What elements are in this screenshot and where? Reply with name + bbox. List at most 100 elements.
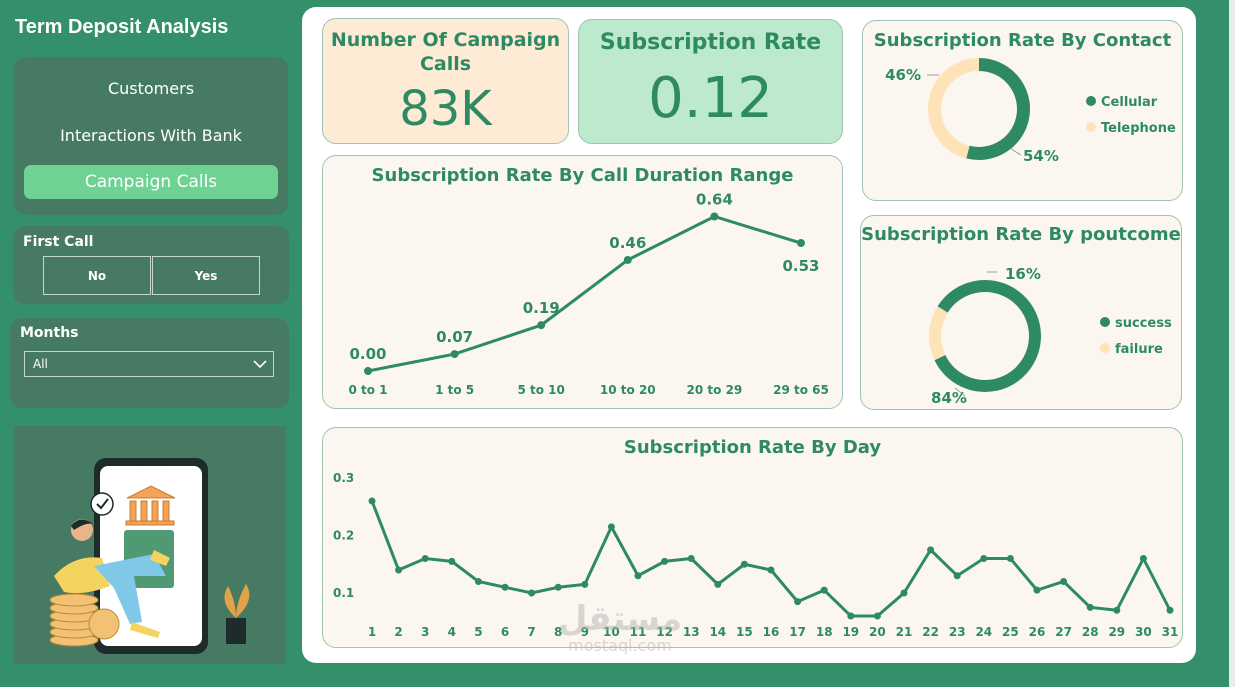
- data-label: 0.00: [349, 345, 386, 363]
- data-point: [794, 598, 802, 606]
- app-title: Term Deposit Analysis: [15, 16, 229, 38]
- data-point: [767, 566, 775, 574]
- months-dropdown[interactable]: All: [24, 351, 274, 377]
- x-tick-label: 9: [581, 625, 589, 639]
- data-point: [740, 560, 748, 568]
- data-point: [687, 555, 695, 562]
- x-tick-label: 3: [421, 625, 429, 639]
- data-point: [634, 572, 642, 580]
- series-line: [367, 214, 802, 373]
- data-point: [1139, 555, 1147, 562]
- months-label: Months: [20, 325, 79, 341]
- bank-app-illustration: [49, 458, 250, 654]
- data-label: 0.46: [609, 234, 646, 252]
- watermark-arabic: مستقل: [557, 599, 683, 639]
- donut-slice-failure: [929, 306, 948, 361]
- months-filter: Months All: [10, 318, 289, 408]
- months-selected: All: [33, 357, 48, 371]
- kpi-rate-label: Subscription Rate: [599, 30, 822, 55]
- data-point: [537, 321, 546, 330]
- x-tick-label: 2: [394, 625, 402, 639]
- data-point: [661, 557, 669, 565]
- x-tick-label: 31: [1162, 625, 1179, 639]
- x-tick-label: 30: [1135, 625, 1152, 639]
- data-point: [395, 566, 403, 574]
- x-tick-label: 26: [1029, 625, 1046, 639]
- x-tick-label: 17: [789, 625, 806, 639]
- x-tick-label: 12: [656, 625, 673, 639]
- legend-marker-failure: [1100, 343, 1110, 353]
- data-label: 0.19: [523, 299, 560, 317]
- data-label-leader: [1010, 148, 1022, 156]
- data-point: [501, 583, 509, 591]
- chart-by-day-title: Subscription Rate By Day: [623, 437, 882, 458]
- kpi-campaign-calls: Number Of Campaign Calls 83K: [322, 18, 569, 144]
- data-point: [1060, 578, 1068, 585]
- legend-label-failure: failure: [1115, 342, 1163, 357]
- x-tick-label: 14: [709, 625, 726, 639]
- x-tick-label: 13: [683, 625, 700, 639]
- x-tick-label: 7: [527, 625, 535, 639]
- first-call-label: First Call: [23, 234, 94, 250]
- chart-by-duration: Subscription Rate By Call Duration Range…: [322, 155, 843, 409]
- legend-label-success: success: [1115, 316, 1172, 331]
- legend-label-cellular: Cellular: [1101, 95, 1158, 110]
- donut-slice-success: [934, 280, 1041, 392]
- x-tick-label: 29: [1108, 625, 1125, 639]
- y-tick-label: 0.3: [333, 471, 354, 485]
- x-tick-label: 1 to 5: [435, 383, 474, 397]
- data-point: [1006, 555, 1014, 562]
- data-point: [474, 578, 482, 585]
- data-point: [607, 523, 615, 531]
- x-tick-label: 8: [554, 625, 562, 639]
- data-point: [554, 583, 562, 591]
- kpi-calls-label-line1: Number Of Campaign: [330, 29, 561, 51]
- x-tick-label: 21: [896, 625, 913, 639]
- x-tick-label: 20: [869, 625, 886, 639]
- x-tick-label: 11: [630, 625, 647, 639]
- x-tick-label: 5: [474, 625, 482, 639]
- data-label: 0.07: [436, 328, 473, 346]
- nav-item-interactions[interactable]: Interactions With Bank: [60, 126, 242, 145]
- nav-item-campaign-calls[interactable]: Campaign Calls: [24, 165, 278, 199]
- x-tick-label: 23: [949, 625, 966, 639]
- x-tick-label: 29 to 65: [773, 383, 829, 397]
- legend-marker-success: [1100, 317, 1110, 327]
- watermark-latin: mostaql.com: [568, 636, 672, 655]
- first-call-no-button[interactable]: No: [43, 256, 151, 295]
- first-call-filter: First Call No Yes: [13, 226, 289, 304]
- chevron-down-icon: [253, 360, 267, 369]
- x-tick-label: 20 to 29: [687, 383, 743, 397]
- y-tick-label: 0.2: [333, 529, 354, 543]
- data-point: [1033, 586, 1041, 594]
- x-tick-label: 1: [368, 625, 376, 639]
- chart-by-day-plot: 0.10.20.31 2 3 4 5 6 7 8 9 10 11 12 13 14 15 16 17 18 19 20…: [333, 471, 1179, 639]
- data-label-success: 84%: [931, 389, 967, 407]
- chart-by-contact: Subscription Rate By Contact 54% 46% Cellu…: [862, 20, 1183, 201]
- data-point: [820, 586, 828, 594]
- nav-item-customers[interactable]: Customers: [107, 79, 195, 98]
- kpi-calls-value: 83K: [399, 81, 492, 137]
- chart-by-day: Subscription Rate By Day 0.1 0.2 0.3 1 2 3 4 5 6…: [322, 427, 1183, 648]
- data-point: [1166, 606, 1174, 614]
- x-tick-label: 10: [603, 625, 620, 639]
- data-label: 0.53: [782, 257, 819, 275]
- kpi-subscription-rate: Subscription Rate 0.12: [578, 19, 843, 144]
- x-tick-label: 16: [763, 625, 780, 639]
- chart-by-duration-title: Subscription Rate By Call Duration Range: [371, 165, 794, 186]
- chart-by-duration-plot: 0.00 0 to 1 0.07 1 to 5 0.19 5 to 10 0.46 10 to…: [348, 190, 829, 397]
- data-point: [953, 572, 961, 580]
- chart-by-poutcome-title: Subscription Rate By poutcome: [861, 224, 1181, 245]
- y-tick-label: 0.1: [333, 586, 354, 600]
- x-tick-label: 27: [1055, 625, 1072, 639]
- data-label-leader: [954, 387, 966, 397]
- first-call-yes-button[interactable]: Yes: [152, 256, 260, 295]
- data-point: [873, 612, 881, 620]
- x-tick-label: 15: [736, 625, 753, 639]
- kpi-calls-label-line2: Calls: [419, 53, 472, 75]
- data-point: [1086, 603, 1094, 611]
- kpi-rate-value: 0.12: [648, 66, 773, 131]
- legend-label-telephone: Telephone: [1101, 121, 1176, 136]
- data-point: [623, 255, 632, 264]
- data-point: [421, 555, 429, 562]
